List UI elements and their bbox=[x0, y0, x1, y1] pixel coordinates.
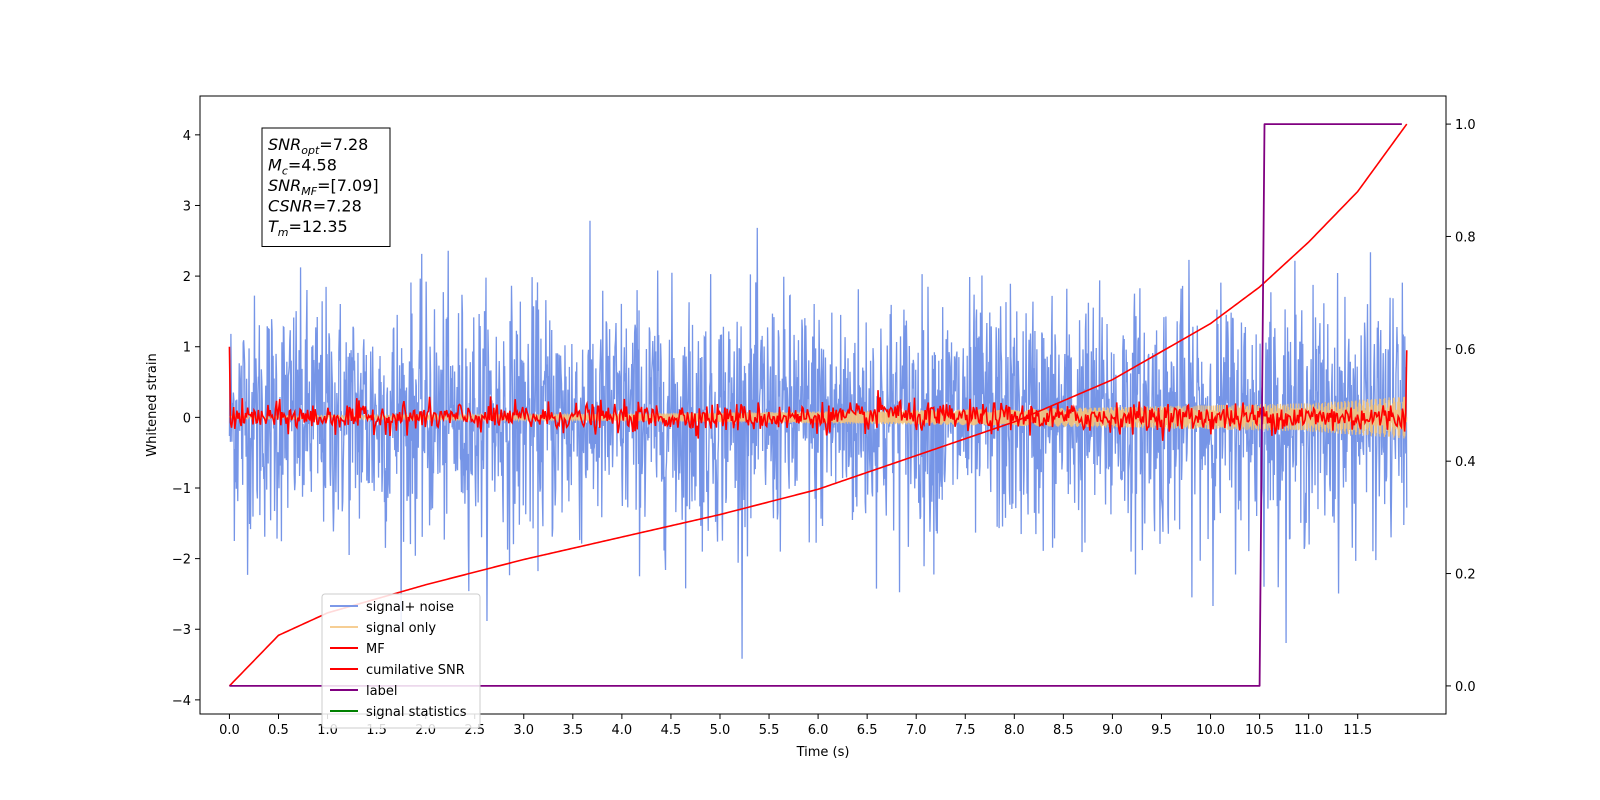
legend-label: MF bbox=[366, 642, 385, 657]
x-tick-label: 10.0 bbox=[1196, 723, 1225, 738]
y-axis-title: Whitened strain bbox=[145, 353, 160, 456]
x-axis-title: Time (s) bbox=[796, 745, 850, 760]
axes: 0.0 0.5 1.0 1.5 2.0 2.5 3.0 3.5 4.0 4.5 5.0 5.5 6.0 6… bbox=[145, 95, 1476, 760]
x-tick-label: 11.5 bbox=[1343, 723, 1372, 738]
x-tick-label: 4.0 bbox=[612, 723, 633, 738]
annotation-line: Mc=4.58 bbox=[268, 156, 337, 178]
legend-label: signal only bbox=[366, 621, 436, 636]
x-tick-label: 3.5 bbox=[562, 723, 583, 738]
y-left-tick-label: 1 bbox=[183, 341, 191, 356]
x-tick-label: 8.5 bbox=[1053, 723, 1074, 738]
legend-label: signal statistics bbox=[366, 705, 467, 720]
y-left-tick-label: 4 bbox=[183, 129, 191, 144]
series-signal-noise bbox=[228, 220, 1408, 659]
y-left-tick-label: −4 bbox=[172, 694, 191, 709]
series-label bbox=[229, 123, 1402, 687]
x-tick-label: 11.0 bbox=[1294, 723, 1323, 738]
annotation-symbol: M bbox=[268, 156, 282, 175]
y-right-tick-label: 0.8 bbox=[1455, 230, 1476, 245]
y-right-tick-label: 0.6 bbox=[1455, 343, 1476, 358]
y-right-tick-label: 1.0 bbox=[1455, 118, 1476, 133]
x-tick-label: 3.0 bbox=[513, 723, 534, 738]
x-tick-label: 5.5 bbox=[759, 723, 780, 738]
legend-box bbox=[321, 593, 481, 729]
x-tick-label: 0.5 bbox=[268, 723, 289, 738]
annotation-symbol: SNR bbox=[268, 176, 301, 195]
annotation-line: SNRopt=7.28 bbox=[268, 135, 368, 157]
annotation-line: Tm=12.35 bbox=[268, 217, 348, 239]
x-tick-label: 4.5 bbox=[661, 723, 682, 738]
y-left-tick-label: 2 bbox=[183, 270, 191, 285]
annotation-value: =12.35 bbox=[289, 217, 348, 236]
plot-area bbox=[228, 123, 1408, 687]
annotation-subscript: m bbox=[278, 226, 289, 239]
legend: signal+ noise signal only MF cumilative SNR… bbox=[321, 593, 481, 729]
y-right-tick-label: 0.4 bbox=[1455, 455, 1476, 470]
y-right-tick-label: 0.0 bbox=[1455, 680, 1476, 695]
annotation-subscript: c bbox=[282, 165, 288, 178]
legend-label: cumilative SNR bbox=[366, 663, 465, 678]
y-left-tick-label: 3 bbox=[183, 199, 191, 214]
x-tick-label: 9.0 bbox=[1102, 723, 1123, 738]
annotation-box: SNRopt=7.28Mc=4.58SNRMF=[7.09]CSNR=7.28T… bbox=[261, 127, 391, 247]
legend-label: signal+ noise bbox=[366, 600, 454, 615]
annotation-symbol: CSNR bbox=[268, 197, 313, 216]
annotation-value: =7.28 bbox=[319, 135, 368, 154]
plot-frame bbox=[199, 95, 1447, 715]
y-right-tick-label: 0.2 bbox=[1455, 568, 1476, 583]
x-tick-label: 7.5 bbox=[955, 723, 976, 738]
x-tick-label: 8.0 bbox=[1004, 723, 1025, 738]
annotation-value: =4.58 bbox=[288, 156, 337, 175]
annotation-line: SNRMF=[7.09] bbox=[268, 176, 379, 198]
annotation-subscript: MF bbox=[301, 185, 317, 198]
y-left-tick-label: −1 bbox=[172, 482, 191, 497]
x-tick-label: 6.0 bbox=[808, 723, 829, 738]
annotation-symbol: T bbox=[268, 217, 279, 236]
x-tick-label: 0.0 bbox=[219, 723, 240, 738]
x-tick-label: 5.0 bbox=[710, 723, 731, 738]
y-left-tick-label: −2 bbox=[172, 553, 191, 568]
legend-label: label bbox=[366, 684, 397, 699]
x-tick-label: 10.5 bbox=[1245, 723, 1274, 738]
series-cumulative-snr bbox=[228, 123, 1408, 687]
annotation-subscript: opt bbox=[301, 144, 320, 157]
annotation-value: =[7.09] bbox=[317, 176, 379, 195]
x-tick-label: 6.5 bbox=[857, 723, 878, 738]
annotation-value: =7.28 bbox=[313, 197, 362, 216]
y-left-tick-label: 0 bbox=[183, 411, 191, 426]
annotation-symbol: SNR bbox=[268, 135, 301, 154]
x-tick-label: 7.0 bbox=[906, 723, 927, 738]
annotation-frame bbox=[261, 127, 391, 247]
series-mf bbox=[228, 346, 1408, 441]
y-left-tick-label: −3 bbox=[172, 623, 191, 638]
annotation-line: CSNR=7.28 bbox=[268, 197, 362, 216]
x-tick-label: 9.5 bbox=[1151, 723, 1172, 738]
